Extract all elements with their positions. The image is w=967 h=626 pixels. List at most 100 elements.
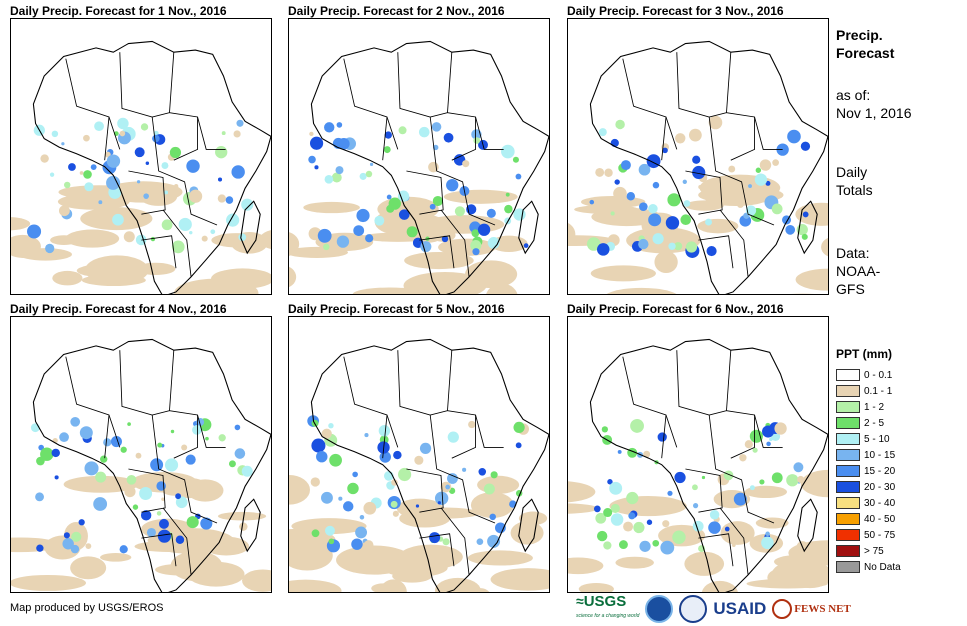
- precip-cell: [233, 130, 241, 138]
- legend-label: 50 - 75: [864, 529, 896, 541]
- precip-cell: [241, 198, 254, 211]
- precip-cell: [54, 475, 59, 480]
- precip-cell: [106, 154, 121, 168]
- precip-cell: [731, 543, 736, 547]
- precip-cell: [701, 475, 706, 480]
- precip-cell: [70, 544, 80, 554]
- country-border: [451, 415, 476, 459]
- legend-swatch: [836, 529, 860, 541]
- dry-area: [211, 233, 262, 248]
- precip-cell: [178, 217, 192, 232]
- legend-item: 5 - 10: [836, 431, 901, 447]
- precip-cell: [801, 233, 808, 240]
- dry-area: [18, 248, 72, 261]
- precip-cell: [338, 496, 343, 501]
- precip-cell: [127, 422, 131, 426]
- precip-cell: [139, 487, 153, 500]
- precip-cell: [159, 518, 169, 529]
- precip-cell: [621, 212, 631, 221]
- precip-cell: [189, 230, 193, 235]
- dry-area: [404, 252, 474, 270]
- precip-cell: [469, 221, 481, 233]
- legend-label: 20 - 30: [864, 481, 896, 493]
- precip-cell: [429, 203, 436, 210]
- precip-cell: [759, 479, 765, 485]
- legend-label: 5 - 10: [864, 433, 890, 445]
- precip-cell: [365, 170, 373, 178]
- precip-cell: [429, 532, 441, 544]
- precip-cell: [513, 208, 526, 221]
- madagascar-outline: [797, 200, 818, 255]
- precip-cell: [434, 491, 449, 505]
- precip-cell: [241, 465, 253, 477]
- precip-cell: [802, 211, 809, 218]
- country-border: [726, 410, 783, 448]
- legend-swatch: [836, 369, 860, 381]
- precip-cell: [119, 545, 128, 554]
- dry-area: [289, 540, 333, 571]
- precip-cell: [595, 512, 607, 524]
- madagascar-outline: [518, 498, 539, 553]
- data-line: GFS: [836, 281, 865, 297]
- dry-area: [568, 503, 599, 514]
- country-border: [685, 468, 723, 513]
- country-border: [343, 58, 399, 150]
- precip-cell: [234, 424, 241, 431]
- usgs-tagline: science for a changing world: [576, 613, 640, 619]
- precip-cell: [595, 167, 605, 177]
- country-border: [406, 170, 444, 215]
- precip-cell: [35, 492, 44, 502]
- precip-cell: [658, 509, 662, 513]
- precip-cell: [316, 450, 328, 463]
- country-border: [661, 116, 667, 161]
- dry-area: [568, 557, 604, 575]
- precip-cell: [639, 202, 648, 211]
- dry-area: [70, 556, 107, 580]
- precip-cell: [708, 115, 723, 130]
- precip-cell: [185, 454, 196, 465]
- dry-area: [578, 583, 614, 592]
- precip-cell: [353, 225, 365, 237]
- precip-cell: [192, 425, 202, 435]
- coastline: [589, 338, 828, 592]
- precip-cell: [140, 510, 152, 521]
- coastline: [589, 40, 828, 294]
- precip-cell: [218, 434, 226, 442]
- country-border: [151, 414, 218, 524]
- country-border: [440, 507, 470, 575]
- as-of-info: as of: Nov 1, 2016: [836, 86, 912, 122]
- precip-cell: [431, 122, 442, 132]
- madagascar-outline: [240, 498, 261, 553]
- precip-cell: [766, 441, 771, 447]
- country-border: [128, 468, 166, 513]
- precip-cell: [393, 450, 402, 460]
- precip-map: [567, 18, 829, 295]
- precip-cell: [614, 179, 620, 185]
- precip-cell: [390, 500, 398, 508]
- precip-cell: [136, 180, 141, 184]
- precip-cell: [724, 526, 730, 532]
- legend-item: 40 - 50: [836, 511, 901, 527]
- legend-title: PPT (mm): [836, 347, 893, 361]
- dry-area: [52, 270, 83, 286]
- country-border: [104, 116, 110, 161]
- precip-cell: [157, 529, 171, 543]
- country-border: [440, 209, 470, 277]
- precip-cell: [765, 531, 770, 537]
- precip-cell: [40, 447, 54, 461]
- precip-cell: [186, 159, 200, 173]
- precip-cell: [442, 538, 450, 546]
- precip-cell: [739, 454, 747, 462]
- precip-cell: [648, 213, 662, 227]
- dry-area: [800, 469, 828, 498]
- coastline: [32, 40, 271, 294]
- precip-cell: [189, 189, 203, 203]
- precip-cell: [325, 525, 335, 536]
- dry-area: [609, 496, 687, 517]
- asof-date: Nov 1, 2016: [836, 105, 912, 121]
- precip-cell: [513, 421, 525, 434]
- precip-cell: [310, 477, 320, 487]
- precip-cell: [98, 200, 103, 205]
- precip-cell: [751, 179, 755, 183]
- data-line: NOAA-: [836, 263, 881, 279]
